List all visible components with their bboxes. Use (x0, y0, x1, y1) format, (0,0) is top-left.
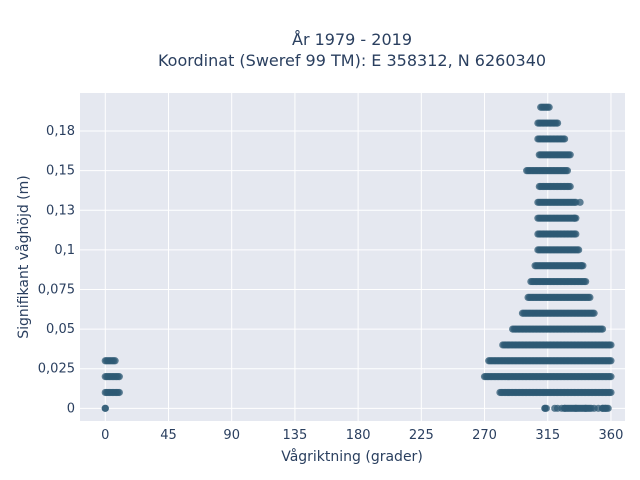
data-point (576, 198, 584, 206)
y-tick-label: 0,025 (38, 362, 75, 377)
data-point (563, 167, 572, 175)
data-point (598, 325, 607, 333)
x-tick-label: 135 (282, 428, 307, 443)
y-tick-label: 0,18 (46, 124, 75, 139)
data-point (541, 404, 549, 412)
x-tick-labels: 0 45 90 135 180 225 270 315 360 (101, 428, 623, 443)
y-axis-label: Signifikant våghöjd (m) (15, 175, 32, 338)
x-tick-label: 45 (160, 428, 177, 443)
grid-lines (80, 93, 625, 421)
plot-area (80, 93, 625, 421)
data-point (101, 404, 109, 412)
data-point (566, 151, 574, 159)
data-point (115, 388, 123, 397)
data-point (561, 404, 569, 412)
data-point (553, 119, 562, 127)
x-tick-label: 0 (101, 428, 109, 443)
y-tick-label: 0,1 (54, 243, 75, 258)
data-point (572, 404, 580, 412)
data-point (577, 262, 586, 270)
data-point (572, 230, 580, 238)
x-tick-label: 315 (535, 428, 560, 443)
data-point (566, 182, 574, 191)
y-tick-label: 0 (67, 401, 75, 416)
y-tick-label: 0,13 (46, 203, 75, 218)
data-point (607, 388, 615, 397)
y-tick-labels: 0 0,025 0,05 0,075 0,1 0,13 0,15 0,18 (38, 124, 75, 416)
x-tick-label: 360 (599, 428, 624, 443)
data-point (607, 341, 615, 349)
data-point (607, 357, 615, 365)
x-tick-label: 90 (223, 428, 240, 443)
data-point (582, 404, 590, 412)
data-point (601, 404, 609, 412)
x-tick-label: 225 (409, 428, 434, 443)
y-tick-label: 0,05 (46, 322, 75, 337)
data-point (590, 309, 598, 317)
x-axis-label: Vågriktning (grader) (281, 448, 423, 465)
x-tick-label: 180 (346, 428, 371, 443)
data-point (575, 246, 583, 254)
data-point (111, 357, 119, 365)
chart-title-line-2: Koordinat (Sweref 99 TM): E 358312, N 62… (158, 51, 546, 70)
x-tick-label: 270 (472, 428, 497, 443)
data-point (545, 103, 553, 111)
data-point (607, 373, 615, 381)
data-point (561, 135, 569, 143)
data-point (586, 293, 594, 302)
data-point (570, 214, 579, 222)
y-tick-label: 0,075 (38, 282, 75, 297)
data-point (115, 373, 123, 381)
data-points (101, 103, 615, 412)
chart-title-line-1: År 1979 - 2019 (292, 30, 412, 49)
y-tick-label: 0,15 (46, 164, 75, 179)
data-point (582, 277, 590, 286)
